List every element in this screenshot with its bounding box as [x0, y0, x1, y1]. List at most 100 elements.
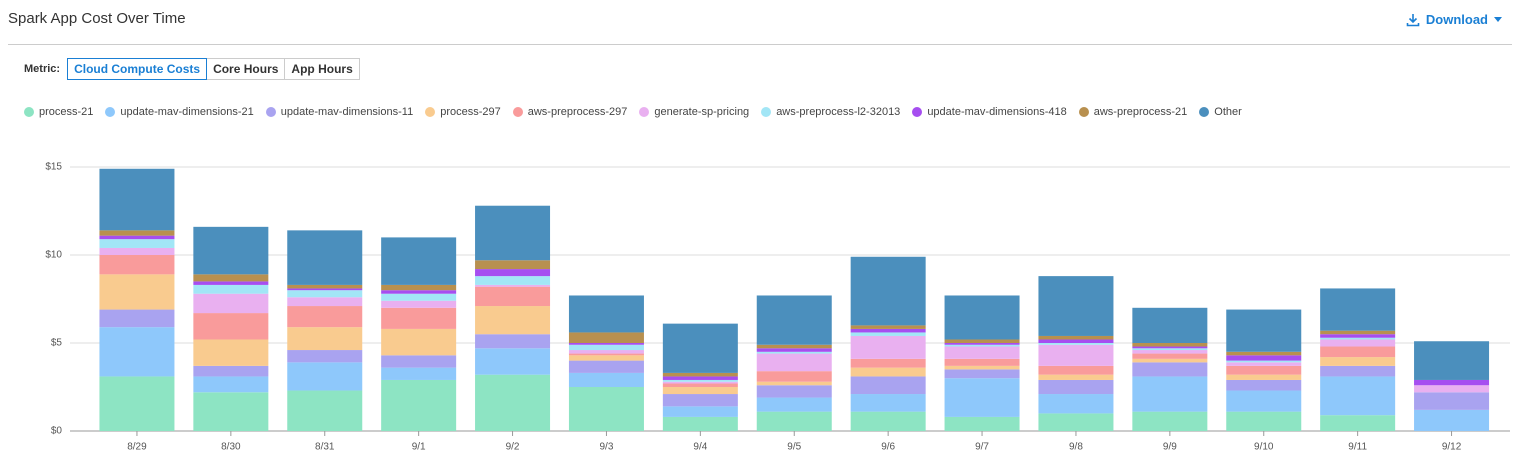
x-tick-label: 9/4 — [693, 442, 707, 453]
bar-segment — [1226, 411, 1302, 431]
bar-segment — [1320, 357, 1396, 366]
bar-segment — [662, 394, 738, 407]
bar-segment — [193, 392, 269, 431]
bar-segment — [850, 376, 926, 395]
bar-segment — [1226, 355, 1302, 361]
y-tick-label: $5 — [51, 338, 63, 349]
bar-segment — [568, 355, 644, 361]
legend-swatch — [639, 107, 650, 117]
legend-swatch — [265, 107, 276, 117]
bar-segment — [1320, 334, 1396, 338]
bar-segment — [662, 383, 738, 387]
x-tick-label: 9/6 — [881, 442, 895, 453]
x-tick-label: 8/31 — [315, 442, 335, 453]
bar-segment — [1414, 409, 1490, 431]
legend-swatch — [105, 107, 116, 117]
bar-segment — [287, 327, 363, 351]
bar-segment — [850, 411, 926, 431]
bar-segment — [662, 372, 738, 377]
bar-segment — [568, 372, 644, 387]
bar-segment — [1132, 346, 1208, 349]
x-tick-label: 9/2 — [506, 442, 520, 453]
legend-label: update-mav-dimensions-11 — [280, 106, 414, 118]
bar-segment — [193, 339, 269, 366]
metric-label: Metric: — [24, 63, 61, 75]
x-tick-label: 9/12 — [1442, 442, 1462, 453]
bar-segment — [662, 416, 738, 431]
bar-segment — [1226, 309, 1302, 352]
bar-segment — [1038, 394, 1114, 414]
legend-label: process-297 — [440, 106, 501, 118]
legend-item[interactable]: process-21 — [24, 106, 93, 118]
bar-segment — [568, 360, 644, 373]
legend-item[interactable]: process-297 — [425, 106, 501, 118]
bar-segment — [381, 328, 457, 356]
bar-segment — [193, 274, 269, 282]
legend-item[interactable]: update-mav-dimensions-418 — [912, 106, 1067, 118]
bar-segment — [1132, 376, 1208, 412]
bar-segment — [944, 358, 1020, 366]
bar-segment — [99, 168, 175, 231]
x-tick-label: 9/9 — [1163, 442, 1177, 453]
legend-item[interactable]: update-mav-dimensions-11 — [265, 106, 414, 118]
divider — [8, 44, 1512, 45]
bar-segment — [944, 295, 1020, 340]
bar-segment — [1132, 362, 1208, 377]
bar-segment — [381, 290, 457, 294]
bar-segment — [850, 256, 926, 326]
bar-segment — [1038, 339, 1114, 343]
bar-segment — [381, 355, 457, 368]
bar-segment — [850, 394, 926, 412]
legend-item[interactable]: generate-sp-pricing — [639, 106, 749, 118]
legend-label: update-mav-dimensions-418 — [927, 106, 1067, 118]
legend-label: generate-sp-pricing — [654, 106, 750, 118]
legend-item[interactable]: Other — [1199, 106, 1242, 118]
bar-segment — [568, 350, 644, 354]
bar-segment — [1038, 344, 1114, 366]
bar-segment — [475, 348, 551, 375]
bar-segment — [1132, 350, 1208, 354]
bar-segment — [1038, 365, 1114, 375]
y-tick-label: $0 — [51, 426, 63, 437]
bar-segment — [1320, 365, 1396, 377]
bar-segment — [475, 269, 551, 277]
bar-segment — [381, 379, 457, 431]
bar-segment — [1132, 348, 1208, 351]
bar-segment — [568, 295, 644, 333]
metric-option[interactable]: Cloud Compute Costs — [67, 58, 208, 80]
bar-segment — [287, 306, 363, 328]
bar-segment — [850, 358, 926, 368]
bar-segment — [381, 307, 457, 329]
bar-segment — [287, 390, 363, 431]
bar-segment — [568, 332, 644, 343]
legend-item[interactable]: aws-preprocess-297 — [512, 106, 627, 118]
bar-segment — [475, 306, 551, 335]
bar-segment — [475, 276, 551, 285]
bar-segment — [193, 284, 269, 294]
bar-segment — [475, 286, 551, 307]
x-tick-label: 8/30 — [221, 442, 241, 453]
bar-segment — [1038, 343, 1114, 345]
download-button[interactable]: Download — [1406, 12, 1502, 27]
bar-segment — [756, 381, 832, 386]
legend-label: Other — [1214, 106, 1242, 118]
bar-segment — [381, 300, 457, 308]
bar-segment — [381, 237, 457, 285]
bar-segment — [99, 239, 175, 248]
x-tick-label: 9/8 — [1069, 442, 1083, 453]
legend-item[interactable]: update-mav-dimensions-21 — [105, 106, 254, 118]
bar-segment — [1226, 374, 1302, 380]
legend-item[interactable]: aws-preprocess-l2-32013 — [761, 106, 900, 118]
metric-option[interactable]: App Hours — [284, 58, 360, 80]
metric-selector: Metric: Cloud Compute Costs Core Hours App… — [24, 58, 360, 80]
legend-item[interactable]: aws-preprocess-21 — [1078, 106, 1187, 118]
bar-segment — [850, 325, 926, 329]
y-tick-label: $10 — [45, 250, 62, 261]
bar-segment — [568, 343, 644, 345]
bar-segment — [850, 367, 926, 377]
dropdown-caret — [1494, 16, 1502, 22]
legend-label: update-mav-dimensions-21 — [120, 106, 254, 118]
bar-segment — [475, 374, 551, 431]
bar-segment — [1038, 374, 1114, 380]
